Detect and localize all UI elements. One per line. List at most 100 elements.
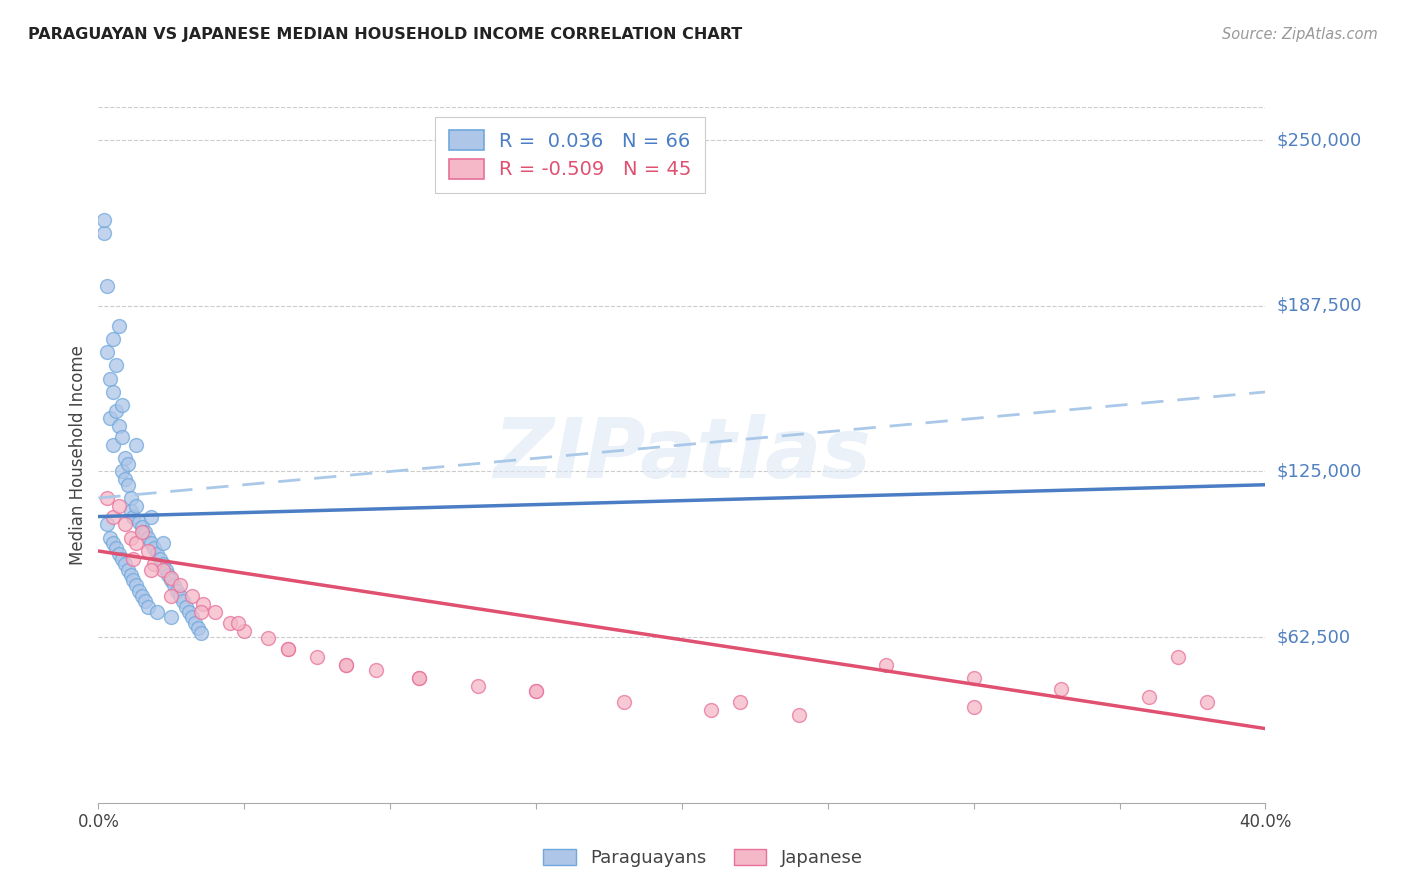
Point bbox=[136, 544, 159, 558]
Point bbox=[277, 642, 299, 657]
Point bbox=[408, 671, 430, 685]
Point bbox=[111, 430, 134, 444]
Point bbox=[149, 552, 172, 566]
Point bbox=[139, 563, 162, 577]
Point bbox=[163, 578, 186, 592]
Point bbox=[134, 594, 156, 608]
Point bbox=[128, 583, 150, 598]
Text: $250,000: $250,000 bbox=[1277, 131, 1362, 149]
Point bbox=[177, 605, 200, 619]
Point bbox=[98, 372, 121, 386]
Point bbox=[101, 384, 124, 399]
Point bbox=[111, 398, 134, 412]
Point bbox=[228, 615, 250, 630]
Point bbox=[180, 610, 202, 624]
Point bbox=[204, 605, 226, 619]
Point bbox=[152, 536, 174, 550]
Point bbox=[104, 541, 127, 556]
Point bbox=[101, 509, 124, 524]
Point bbox=[114, 517, 136, 532]
Point bbox=[104, 359, 127, 373]
Point bbox=[700, 703, 723, 717]
Point bbox=[256, 632, 278, 646]
Text: ZIPatlas: ZIPatlas bbox=[494, 415, 870, 495]
Point bbox=[335, 657, 357, 672]
Point bbox=[96, 279, 118, 293]
Point bbox=[174, 599, 197, 614]
Point bbox=[364, 663, 387, 677]
Point bbox=[277, 642, 299, 657]
Point bbox=[104, 403, 127, 417]
Point bbox=[1137, 690, 1160, 704]
Point bbox=[728, 695, 751, 709]
Point bbox=[1167, 650, 1189, 665]
Point bbox=[180, 589, 202, 603]
Point bbox=[96, 491, 118, 505]
Point bbox=[125, 578, 148, 592]
Point bbox=[408, 671, 430, 685]
Point bbox=[101, 536, 124, 550]
Point bbox=[152, 563, 174, 577]
Point bbox=[93, 212, 115, 227]
Point bbox=[160, 589, 183, 603]
Point bbox=[169, 589, 191, 603]
Point bbox=[142, 558, 165, 572]
Point bbox=[307, 650, 329, 665]
Point bbox=[120, 491, 142, 505]
Point bbox=[136, 531, 159, 545]
Point bbox=[962, 671, 984, 685]
Point bbox=[114, 558, 136, 572]
Point bbox=[190, 626, 212, 640]
Point bbox=[125, 499, 148, 513]
Point bbox=[183, 615, 205, 630]
Y-axis label: Median Household Income: Median Household Income bbox=[69, 345, 87, 565]
Point bbox=[787, 708, 810, 723]
Point bbox=[120, 567, 142, 582]
Text: PARAGUAYAN VS JAPANESE MEDIAN HOUSEHOLD INCOME CORRELATION CHART: PARAGUAYAN VS JAPANESE MEDIAN HOUSEHOLD … bbox=[28, 27, 742, 42]
Point bbox=[125, 536, 148, 550]
Point bbox=[193, 597, 215, 611]
Point bbox=[160, 573, 183, 587]
Point bbox=[131, 520, 153, 534]
Point bbox=[146, 605, 169, 619]
Point bbox=[157, 567, 180, 582]
Point bbox=[467, 679, 489, 693]
Point bbox=[139, 509, 162, 524]
Point bbox=[190, 605, 212, 619]
Point bbox=[131, 589, 153, 603]
Point bbox=[128, 515, 150, 529]
Point bbox=[98, 411, 121, 425]
Point bbox=[114, 451, 136, 466]
Text: Source: ZipAtlas.com: Source: ZipAtlas.com bbox=[1222, 27, 1378, 42]
Point bbox=[108, 419, 131, 434]
Point bbox=[101, 332, 124, 346]
Point bbox=[218, 615, 240, 630]
Point bbox=[96, 517, 118, 532]
Point bbox=[96, 345, 118, 359]
Point bbox=[122, 552, 145, 566]
Point bbox=[139, 536, 162, 550]
Point bbox=[233, 624, 256, 638]
Point bbox=[125, 438, 148, 452]
Point bbox=[117, 457, 139, 471]
Point bbox=[108, 547, 131, 561]
Point bbox=[160, 570, 183, 584]
Text: $187,500: $187,500 bbox=[1277, 297, 1362, 315]
Point bbox=[962, 700, 984, 714]
Point bbox=[120, 531, 142, 545]
Point bbox=[187, 621, 209, 635]
Text: $125,000: $125,000 bbox=[1277, 462, 1362, 481]
Point bbox=[111, 465, 134, 479]
Point bbox=[111, 552, 134, 566]
Point bbox=[612, 695, 634, 709]
Point bbox=[98, 531, 121, 545]
Point bbox=[166, 583, 188, 598]
Point bbox=[122, 573, 145, 587]
Point bbox=[1050, 681, 1073, 696]
Point bbox=[1195, 695, 1218, 709]
Text: $62,500: $62,500 bbox=[1277, 628, 1351, 646]
Point bbox=[93, 226, 115, 240]
Point bbox=[524, 684, 547, 698]
Point bbox=[142, 541, 165, 556]
Point bbox=[155, 563, 177, 577]
